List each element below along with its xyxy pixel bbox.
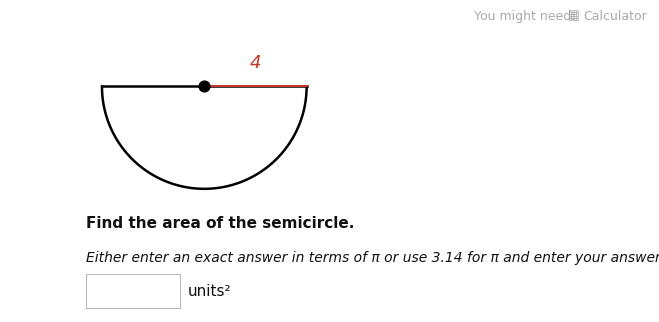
Text: units²: units²	[188, 284, 231, 299]
FancyBboxPatch shape	[86, 274, 181, 309]
Point	[199, 84, 210, 89]
Text: 4: 4	[250, 54, 261, 72]
Text: Calculator: Calculator	[583, 10, 647, 23]
Text: ▦: ▦	[568, 10, 580, 23]
Text: Find the area of the semicircle.: Find the area of the semicircle.	[86, 216, 354, 231]
Text: Either enter an exact answer in terms of π or use 3.14 for π and enter your answ: Either enter an exact answer in terms of…	[86, 251, 659, 265]
Text: You might need:: You might need:	[474, 10, 584, 23]
